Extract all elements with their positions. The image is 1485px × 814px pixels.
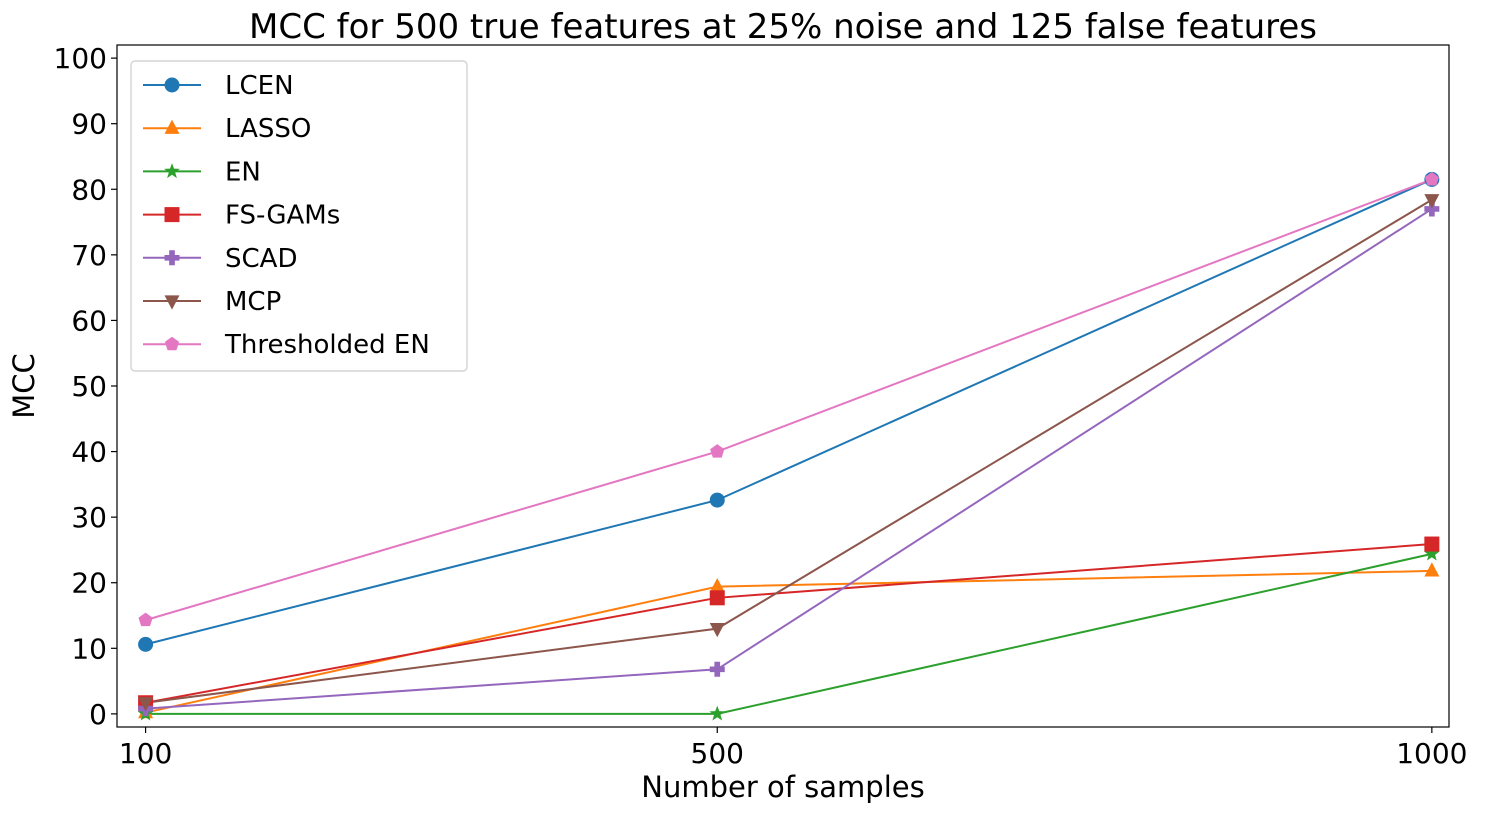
y-tick-label: 70 (71, 239, 107, 272)
y-tick-label: 10 (71, 632, 107, 665)
legend-marker-scad (164, 250, 180, 266)
legend-label-mcp: MCP (225, 287, 281, 317)
data-point-scad (1424, 201, 1440, 217)
data-point-en (709, 705, 726, 721)
y-tick-label: 50 (71, 370, 107, 403)
x-axis-title: Number of samples (641, 770, 924, 804)
x-tick-label: 500 (691, 737, 744, 770)
data-point-thresholded-en (138, 612, 153, 627)
legend-marker-lcen (164, 77, 180, 93)
y-tick-label: 20 (71, 567, 107, 600)
data-point-fs-gams (709, 590, 725, 606)
y-tick-label: 90 (71, 108, 107, 141)
data-point-lcen (709, 492, 725, 508)
legend-label-thresholded-en: Thresholded EN (224, 330, 430, 360)
data-point-scad (709, 661, 725, 677)
y-tick-label: 40 (71, 436, 107, 469)
legend-marker-en (164, 163, 180, 179)
legend-label-lasso: LASSO (225, 114, 311, 144)
chart-title: MCC for 500 true features at 25% noise a… (249, 7, 1317, 47)
data-point-mcp (138, 697, 154, 712)
legend-marker-lasso (164, 119, 180, 134)
y-tick-label: 0 (89, 698, 107, 731)
y-tick-label: 80 (71, 173, 107, 206)
legend-label-en: EN (225, 157, 261, 187)
legend-marker-thresholded-en (164, 336, 180, 351)
data-point-lasso (1424, 562, 1440, 577)
data-point-thresholded-en (710, 444, 725, 458)
y-axis-title: MCC (7, 353, 41, 419)
y-tick-label: 100 (54, 42, 107, 75)
axes: 0 10 20 30 40 50 60 70 80 90 100 100 500 1000 (54, 42, 1468, 770)
legend-label-lcen: LCEN (225, 71, 294, 101)
data-point-lasso (709, 578, 725, 593)
legend-marker-fs-gams (164, 207, 180, 223)
legend-box (130, 60, 468, 372)
data-point-fs-gams (1424, 536, 1440, 552)
data-point-mcp (1424, 194, 1440, 209)
legend-label-scad: SCAD (225, 244, 297, 274)
data-point-mcp (709, 623, 725, 638)
legend: LCEN LASSO EN FS-GAMs SCAD MCP Thresholded EN (130, 60, 468, 372)
x-tick-label: 100 (119, 737, 172, 770)
data-point-thresholded-en (1424, 171, 1439, 186)
y-tick-label: 30 (71, 501, 107, 534)
data-point-lcen (138, 636, 154, 652)
legend-marker-mcp (164, 295, 180, 310)
x-tick-label: 1000 (1396, 737, 1467, 770)
plot-area (137, 171, 1440, 721)
data-point-en (1424, 545, 1440, 561)
legend-label-fs-gams: FS-GAMs (225, 201, 340, 231)
y-tick-label: 60 (71, 304, 107, 337)
